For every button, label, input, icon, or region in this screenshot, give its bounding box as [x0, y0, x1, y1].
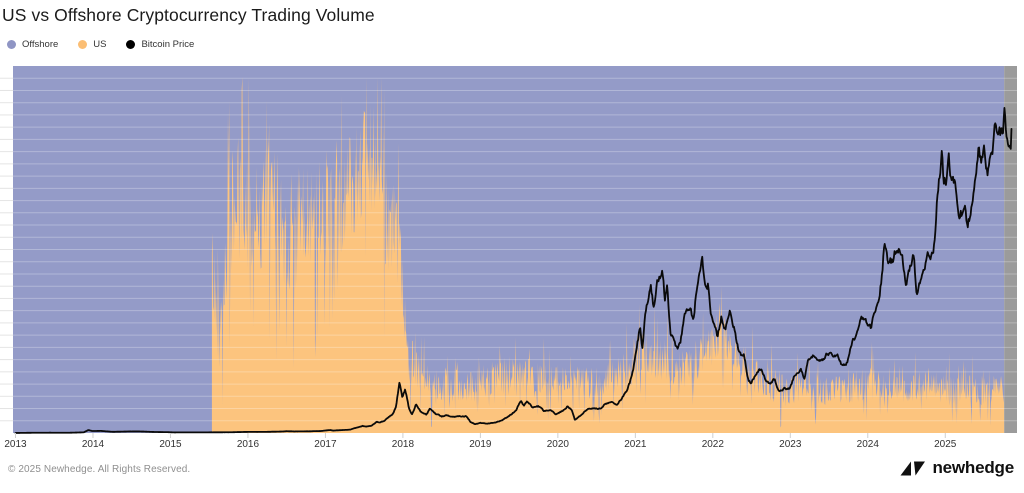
- legend: Offshore US Bitcoin Price: [7, 39, 214, 50]
- footer-copyright: © 2025 Newhedge. All Rights Reserved.: [8, 464, 191, 475]
- page-title: US vs Offshore Cryptocurrency Trading Vo…: [2, 5, 375, 25]
- x-tick-label: 2020: [546, 439, 569, 450]
- legend-item-us[interactable]: US: [78, 39, 106, 50]
- x-tick-label: 2014: [81, 439, 105, 450]
- legend-label-offshore: Offshore: [22, 39, 59, 50]
- offshore-legend-dot-icon: [7, 40, 16, 49]
- x-tick-label: 2021: [624, 439, 647, 450]
- legend-item-bitcoin-price[interactable]: Bitcoin Price: [126, 39, 194, 50]
- x-tick-label: 2015: [159, 439, 182, 450]
- x-tick-label: 2013: [4, 439, 27, 450]
- x-tick-label: 2023: [779, 439, 802, 450]
- brand-name: newhedge: [932, 458, 1014, 477]
- x-tick-label: 2019: [469, 439, 492, 450]
- x-tick-label: 2017: [314, 439, 337, 450]
- newhedge-logo-icon: [900, 461, 926, 475]
- x-tick-label: 2022: [701, 439, 724, 450]
- x-tick-label: 2016: [236, 439, 260, 450]
- legend-item-offshore[interactable]: Offshore: [7, 39, 58, 50]
- x-tick-label: 2018: [391, 439, 415, 450]
- volume-share-chart[interactable]: [0, 66, 1017, 439]
- legend-label-bitcoin-price: Bitcoin Price: [141, 39, 195, 50]
- x-tick-label: 2024: [856, 439, 879, 450]
- bitcoin-price-legend-dot-icon: [126, 40, 136, 49]
- us-legend-dot-icon: [78, 40, 88, 49]
- brand-logo[interactable]: newhedge: [899, 458, 1014, 478]
- x-axis: 2013 2014 2015 2016 2017 2018 2019 2020 2021 2022…: [0, 439, 1017, 452]
- x-tick-label: 2025: [934, 439, 957, 450]
- legend-label-us: US: [93, 39, 107, 50]
